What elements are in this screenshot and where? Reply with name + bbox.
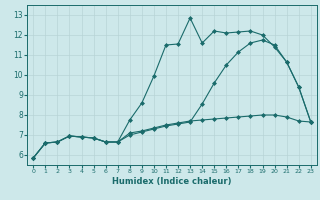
X-axis label: Humidex (Indice chaleur): Humidex (Indice chaleur) <box>112 177 232 186</box>
